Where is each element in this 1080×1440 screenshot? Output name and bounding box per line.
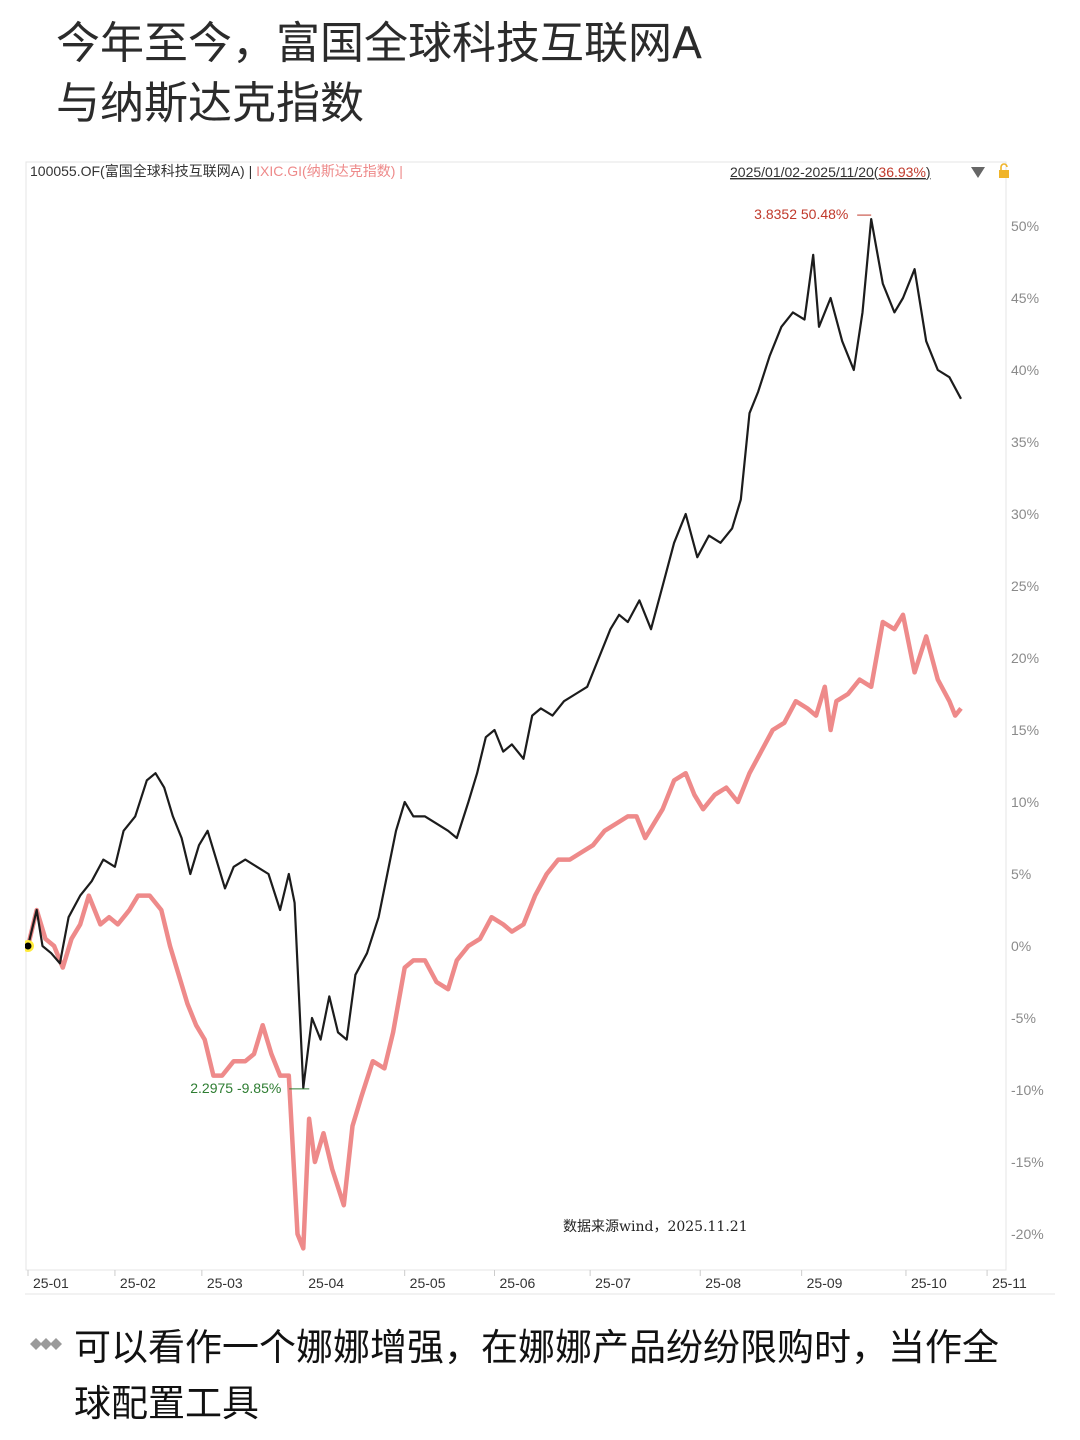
max-annotation: 3.8352 50.48% bbox=[754, 206, 872, 222]
nasdaq-series-line bbox=[25, 612, 963, 1251]
y-tick-label: -5% bbox=[1011, 1010, 1036, 1026]
line-chart: 100055.OF(富国全球科技互联网A) | IXIC.GI(纳斯达克指数) … bbox=[25, 161, 1055, 1295]
date-range-text: 2025/01/02-2025/11/20( bbox=[730, 164, 879, 180]
x-tick-label: 25-07 bbox=[595, 1275, 631, 1291]
date-range-selector[interactable]: 2025/01/02-2025/11/20(36.93%) bbox=[730, 164, 931, 180]
min-annotation: 2.2975 -9.85% bbox=[190, 1080, 310, 1096]
footer-text: 可以看作一个娜娜增强，在娜娜产品纷纷限购时，当作全球配置工具 bbox=[74, 1326, 999, 1425]
range-return: 36.93% bbox=[878, 164, 925, 180]
headline-line-2: 与纳斯达克指数 bbox=[56, 78, 364, 129]
y-axis: 50% 45% 40% 35% 30% 25% 20% 15% 10% 5% 0% -5% -10% -1… bbox=[1011, 218, 1044, 1242]
y-tick-label: 0% bbox=[1011, 938, 1031, 954]
y-tick-label: -10% bbox=[1011, 1082, 1044, 1098]
headline-line-1: 今年至今，富国全球科技互联网A bbox=[56, 18, 703, 69]
x-tick-label: 25-04 bbox=[308, 1275, 344, 1291]
y-tick-label: 30% bbox=[1011, 506, 1039, 522]
diamond-cluster-icon bbox=[30, 1338, 62, 1350]
y-tick-label: 45% bbox=[1011, 290, 1039, 306]
y-tick-label: -15% bbox=[1011, 1154, 1044, 1170]
lock-icon[interactable] bbox=[999, 163, 1009, 178]
x-tick-label: 25-03 bbox=[207, 1275, 243, 1291]
start-marker bbox=[25, 942, 32, 950]
legend-fund[interactable]: 100055.OF(富国全球科技互联网A) | bbox=[30, 163, 256, 179]
header-series-labels: 100055.OF(富国全球科技互联网A) | IXIC.GI(纳斯达克指数) … bbox=[30, 163, 403, 179]
x-tick-label: 25-01 bbox=[33, 1275, 69, 1291]
x-tick-label: 25-09 bbox=[807, 1275, 843, 1291]
y-tick-label: 5% bbox=[1011, 866, 1031, 882]
legend-nasdaq[interactable]: IXIC.GI(纳斯达克指数) | bbox=[256, 163, 403, 179]
headline: 今年至今，富国全球科技互联网A 与纳斯达克指数 bbox=[56, 14, 1036, 134]
chart-card: 100055.OF(富国全球科技互联网A) | IXIC.GI(纳斯达克指数) … bbox=[25, 158, 1055, 1296]
x-tick-label: 25-05 bbox=[410, 1275, 446, 1291]
x-tick-label: 25-06 bbox=[500, 1275, 536, 1291]
y-tick-label: 10% bbox=[1011, 794, 1039, 810]
y-tick-label: 20% bbox=[1011, 650, 1039, 666]
plot-frame bbox=[25, 161, 1007, 1271]
x-tick-label: 25-02 bbox=[120, 1275, 156, 1291]
max-label: 3.8352 50.48% bbox=[754, 206, 848, 222]
x-tick-label: 25-10 bbox=[911, 1275, 947, 1291]
y-tick-label: 40% bbox=[1011, 362, 1039, 378]
x-axis: 25-01 25-02 25-03 25-04 25-05 25-06 25-07 25-08… bbox=[27, 1270, 1027, 1291]
date-range-close: ) bbox=[926, 164, 931, 180]
y-tick-label: 35% bbox=[1011, 434, 1039, 450]
y-tick-label: 25% bbox=[1011, 578, 1039, 594]
y-tick-label: 50% bbox=[1011, 218, 1039, 234]
triangle-down-icon[interactable] bbox=[971, 167, 985, 178]
source-note: 数据来源wind，2025.11.21 bbox=[563, 1219, 748, 1235]
y-tick-label: -20% bbox=[1011, 1226, 1044, 1242]
x-tick-label: 25-11 bbox=[992, 1275, 1027, 1291]
x-tick-label: 25-08 bbox=[705, 1275, 741, 1291]
y-tick-label: 15% bbox=[1011, 722, 1039, 738]
fund-series-line bbox=[26, 218, 962, 1089]
min-label: 2.2975 -9.85% bbox=[190, 1080, 281, 1096]
